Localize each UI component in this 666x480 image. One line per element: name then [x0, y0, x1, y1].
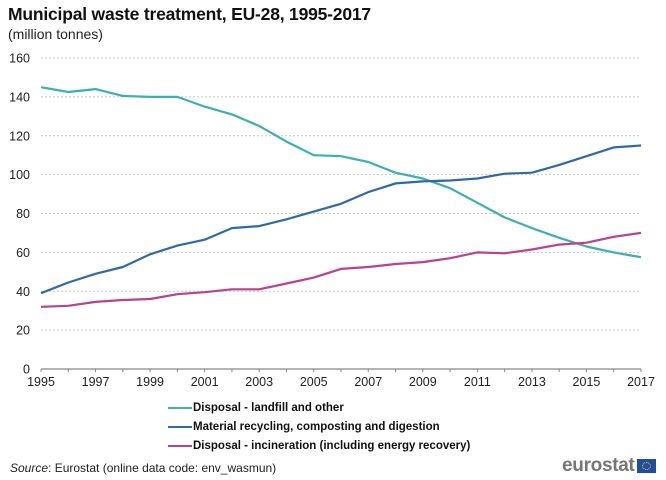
legend-item-recycling: Material recycling, composting and diges… — [168, 417, 470, 436]
series-line-landfill — [40, 86, 642, 259]
logo-text: eurostat — [562, 455, 635, 476]
x-tick-label: 1997 — [82, 375, 110, 389]
x-tick-label: 2007 — [354, 375, 382, 389]
legend-swatch-recycling — [168, 425, 192, 428]
eu-flag-icon — [636, 459, 656, 473]
series-line-recycling — [40, 144, 642, 295]
source-label: Source — [10, 461, 49, 475]
legend-item-incineration: Disposal - incineration (including energ… — [168, 436, 470, 455]
legend-label-incineration: Disposal - incineration (including energ… — [193, 439, 471, 452]
eurostat-logo: eurostat — [562, 455, 656, 477]
legend-label-recycling: Material recycling, composting and diges… — [193, 420, 440, 433]
x-tick-label: 2015 — [573, 375, 601, 389]
chart-subtitle: (million tonnes) — [8, 26, 103, 42]
y-tick-label: 0 — [23, 363, 30, 377]
legend-swatch-landfill — [168, 406, 192, 409]
x-tick-label: 2003 — [245, 375, 273, 389]
x-tick-label: 1995 — [27, 375, 55, 389]
source-text: : Eurostat (online data code: env_wasmun… — [48, 461, 277, 475]
legend-label-landfill: Disposal - landfill and other — [193, 401, 344, 414]
y-tick-label: 20 — [16, 324, 30, 338]
legend-item-landfill: Disposal - landfill and other — [168, 398, 470, 417]
source-note: Source: Eurostat (online data code: env_… — [10, 461, 276, 475]
series-line-incineration — [40, 231, 642, 308]
x-tick-label: 2001 — [191, 375, 219, 389]
y-tick-label: 80 — [16, 207, 30, 221]
chart-title: Municipal waste treatment, EU-28, 1995-2… — [8, 4, 371, 24]
legend: Disposal - landfill and other Material r… — [168, 398, 470, 455]
x-tick-label: 2017 — [627, 375, 655, 389]
line-chart: 0 20 40 60 80 100 120 140 160 1995 1997 1999 2001 20… — [9, 52, 655, 390]
x-tick-label: 2011 — [464, 375, 491, 389]
x-tick-label: 2013 — [518, 375, 546, 389]
x-tick-label: 2009 — [409, 375, 437, 389]
y-tick-label: 100 — [9, 168, 30, 182]
y-tick-label: 160 — [9, 52, 30, 66]
y-tick-label: 140 — [9, 90, 30, 104]
y-tick-label: 40 — [16, 285, 30, 299]
gridlines — [41, 57, 641, 331]
series-lines — [40, 86, 642, 308]
legend-swatch-incineration — [168, 444, 192, 447]
x-tick-label: 2005 — [300, 375, 328, 389]
y-tick-label: 120 — [9, 129, 30, 143]
y-tick-label: 60 — [16, 246, 30, 260]
x-axis: 1995 1997 1999 2001 2003 2005 2007 2009 2011 2013… — [27, 368, 655, 389]
y-axis-ticks: 0 20 40 60 80 100 120 140 160 — [9, 52, 30, 377]
x-tick-label: 1999 — [136, 375, 164, 389]
